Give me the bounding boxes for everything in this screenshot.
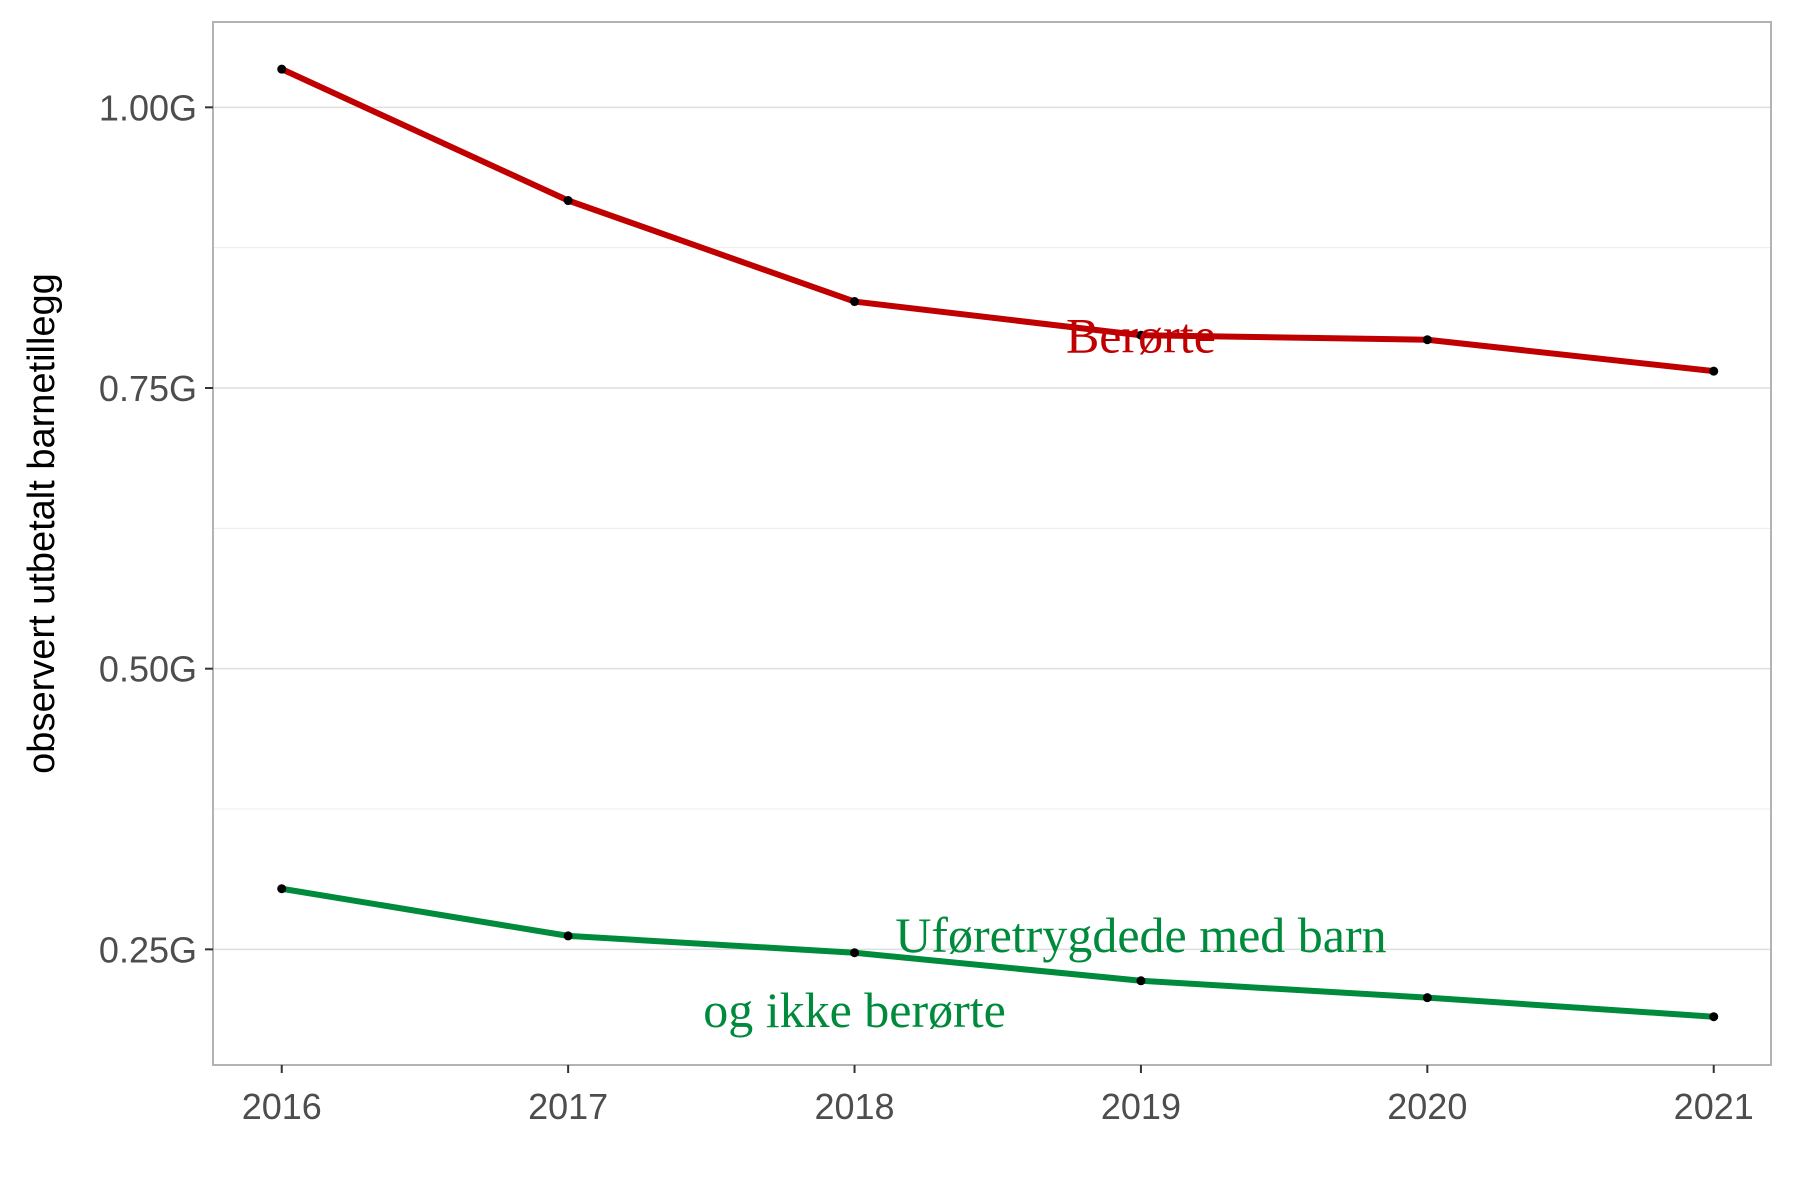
data-point <box>563 196 573 206</box>
data-points <box>277 64 1719 1022</box>
annotation-label: Uføretrygdede med barn <box>895 907 1386 963</box>
x-axis: 2016 2017 2018 2019 2020 2021 <box>242 1065 1754 1127</box>
x-tick-label: 2018 <box>814 1086 894 1127</box>
data-point <box>1709 366 1719 376</box>
data-point <box>277 884 287 894</box>
x-tick-label: 2019 <box>1101 1086 1181 1127</box>
y-tick-label: 1.00G <box>99 87 197 128</box>
data-point <box>1709 1012 1719 1022</box>
data-point <box>850 297 860 307</box>
x-tick-label: 2016 <box>242 1086 322 1127</box>
line-annotations: Berørte Uføretrygdede med barn og ikke ber… <box>703 307 1386 1038</box>
data-point <box>563 931 573 941</box>
y-tick-label: 0.25G <box>99 929 197 970</box>
series-line-0 <box>278 66 1717 375</box>
x-tick-label: 2020 <box>1387 1086 1467 1127</box>
data-point <box>277 64 287 74</box>
data-point <box>1136 330 1146 340</box>
plot-panel-border <box>212 21 1772 1066</box>
y-axis-title: observert utbetalt barnetillegg <box>21 273 63 774</box>
data-point <box>1422 335 1432 345</box>
y-axis: 0.25G 0.50G 0.75G 1.00G <box>99 87 213 970</box>
annotation-label: og ikke berørte <box>703 982 1006 1038</box>
x-tick-label: 2017 <box>528 1086 608 1127</box>
annotation-label: Berørte <box>1066 307 1216 363</box>
series-lines <box>278 66 1717 1020</box>
y-tick-label: 0.50G <box>99 649 197 690</box>
grid-lines <box>213 106 1771 951</box>
data-point <box>1136 976 1146 986</box>
data-point <box>850 948 860 958</box>
data-point <box>1422 993 1432 1003</box>
series-line-1 <box>278 885 1717 1020</box>
y-tick-label: 0.75G <box>99 368 197 409</box>
x-tick-label: 2021 <box>1674 1086 1754 1127</box>
